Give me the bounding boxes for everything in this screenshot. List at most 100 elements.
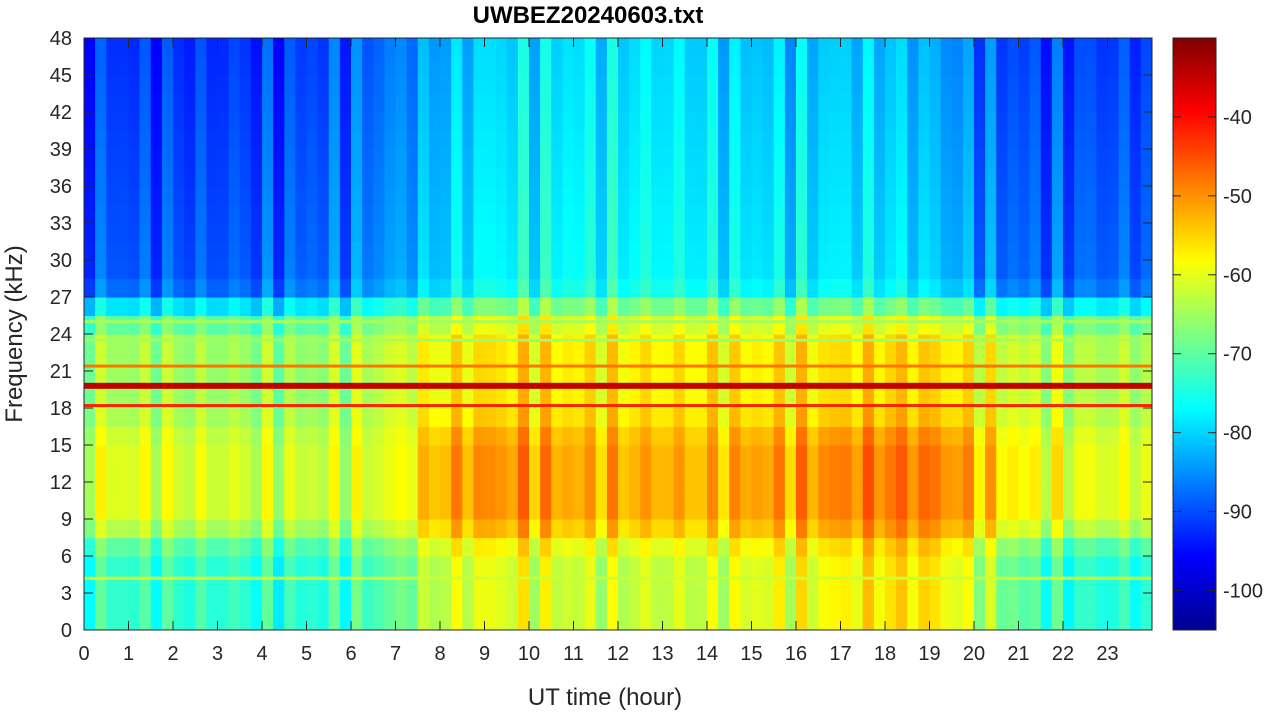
heatmap-cell	[106, 149, 118, 169]
heatmap-cell	[217, 241, 230, 261]
heatmap-cell	[662, 241, 675, 261]
heatmap-cell	[373, 75, 385, 95]
heatmap-cell	[974, 260, 986, 280]
heatmap-cell	[1063, 500, 1075, 520]
heatmap-cell	[829, 315, 842, 335]
heatmap-cell	[273, 204, 285, 224]
heatmap-cell	[1096, 315, 1109, 335]
heatmap-cell	[339, 204, 352, 224]
heatmap-cell	[351, 408, 363, 428]
heatmap-cell	[562, 593, 575, 613]
heatmap-cell	[1107, 278, 1120, 298]
heatmap-cell	[284, 389, 296, 409]
heatmap-cell	[606, 186, 619, 206]
heatmap-cell	[395, 223, 408, 243]
heatmap-cell	[629, 463, 641, 483]
heatmap-cell	[896, 537, 908, 557]
heatmap-cell	[707, 500, 719, 520]
heatmap-cell	[406, 56, 419, 76]
heatmap-cell	[351, 611, 363, 630]
heatmap-cell	[673, 389, 686, 409]
x-tick-label: 1	[123, 643, 134, 665]
heatmap-cell	[573, 463, 586, 483]
heatmap-cell	[1007, 112, 1020, 132]
heatmap-cell	[306, 223, 319, 243]
heatmap-cell	[762, 352, 775, 372]
heatmap-cell	[128, 75, 141, 95]
heatmap-cell	[384, 389, 397, 409]
heatmap-cell	[762, 593, 775, 613]
heatmap-cell	[896, 186, 908, 206]
heatmap-cell	[506, 574, 519, 594]
heatmap-cell	[173, 482, 185, 502]
heatmap-cell	[529, 519, 541, 539]
heatmap-cell	[862, 463, 875, 483]
heatmap-cell	[862, 186, 875, 206]
heatmap-cell	[150, 519, 163, 539]
heatmap-cell	[618, 112, 630, 132]
heatmap-cell	[1129, 260, 1142, 280]
heatmap-cell	[940, 334, 953, 354]
heatmap-cell	[540, 611, 552, 630]
heatmap-cell	[373, 556, 385, 576]
heatmap-cell	[584, 482, 597, 502]
heatmap-cell	[862, 75, 875, 95]
heatmap-cell	[161, 38, 174, 58]
heatmap-cell	[818, 611, 830, 630]
heatmap-cell	[328, 204, 341, 224]
heatmap-cell	[595, 500, 608, 520]
heatmap-cell	[695, 56, 708, 76]
heatmap-cell	[473, 408, 486, 428]
heatmap-cell	[184, 260, 196, 280]
heatmap-cell	[873, 593, 886, 613]
heatmap-cell	[95, 371, 107, 391]
heatmap-cell	[640, 241, 652, 261]
heatmap-cell	[529, 482, 541, 502]
heatmap-cell	[840, 149, 853, 169]
heatmap-cell	[1040, 297, 1053, 317]
heatmap-cell	[1018, 593, 1031, 613]
heatmap-cell	[1129, 537, 1142, 557]
heatmap-cell	[417, 408, 430, 428]
heatmap-cell	[951, 500, 964, 520]
heatmap-cell	[206, 389, 219, 409]
heatmap-cell	[1018, 334, 1031, 354]
heatmap-cell	[1007, 519, 1020, 539]
heatmap-cell	[1107, 38, 1120, 58]
heatmap-cell	[495, 186, 508, 206]
heatmap-cell	[128, 56, 141, 76]
heatmap-cell	[384, 56, 397, 76]
colorbar-axis: -100-90-80-70-60-50-40	[1173, 107, 1263, 603]
heatmap-cell	[640, 500, 652, 520]
heatmap-cell	[373, 500, 385, 520]
heatmap-cell	[239, 93, 252, 113]
heatmap-cell	[996, 426, 1008, 446]
heatmap-cell	[829, 186, 842, 206]
heatmap-cell	[651, 186, 664, 206]
heatmap-cell	[239, 482, 252, 502]
heatmap-cell	[317, 352, 330, 372]
heatmap-cell	[606, 260, 619, 280]
heatmap-cell	[940, 186, 953, 206]
heatmap-cell	[1040, 519, 1053, 539]
heatmap-cell	[562, 556, 575, 576]
heatmap-cell	[228, 482, 241, 502]
heatmap-cell	[974, 519, 986, 539]
heatmap-cell	[306, 186, 319, 206]
heatmap-cell	[184, 112, 196, 132]
x-tick-label: 2	[167, 643, 178, 665]
heatmap-cell	[250, 204, 263, 224]
heatmap-cell	[729, 315, 741, 335]
heatmap-cell	[128, 519, 141, 539]
heatmap-cell	[640, 38, 652, 58]
heatmap-cell	[996, 112, 1008, 132]
heatmap-cell	[206, 75, 219, 95]
heatmap-cell	[1018, 149, 1031, 169]
heatmap-cell	[395, 204, 408, 224]
heatmap-cell	[784, 149, 797, 169]
heatmap-cell	[629, 556, 641, 576]
heatmap-cell	[339, 445, 352, 465]
heatmap-cell	[351, 75, 363, 95]
x-tick-label: 13	[651, 643, 673, 665]
heatmap-cell	[762, 574, 775, 594]
